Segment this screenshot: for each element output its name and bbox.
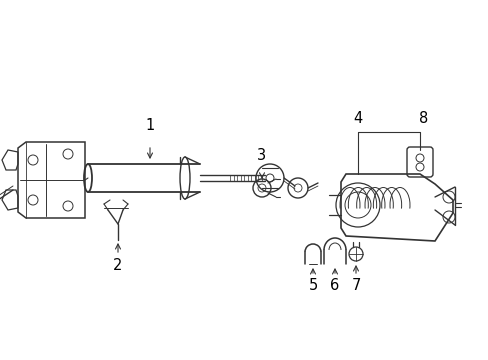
Text: 6: 6 xyxy=(330,278,339,293)
Text: 3: 3 xyxy=(257,148,266,163)
Text: 2: 2 xyxy=(113,258,122,273)
Text: 1: 1 xyxy=(145,118,154,133)
Text: 7: 7 xyxy=(350,278,360,293)
Text: 8: 8 xyxy=(419,111,428,126)
Text: 4: 4 xyxy=(353,111,362,126)
Text: 5: 5 xyxy=(308,278,317,293)
